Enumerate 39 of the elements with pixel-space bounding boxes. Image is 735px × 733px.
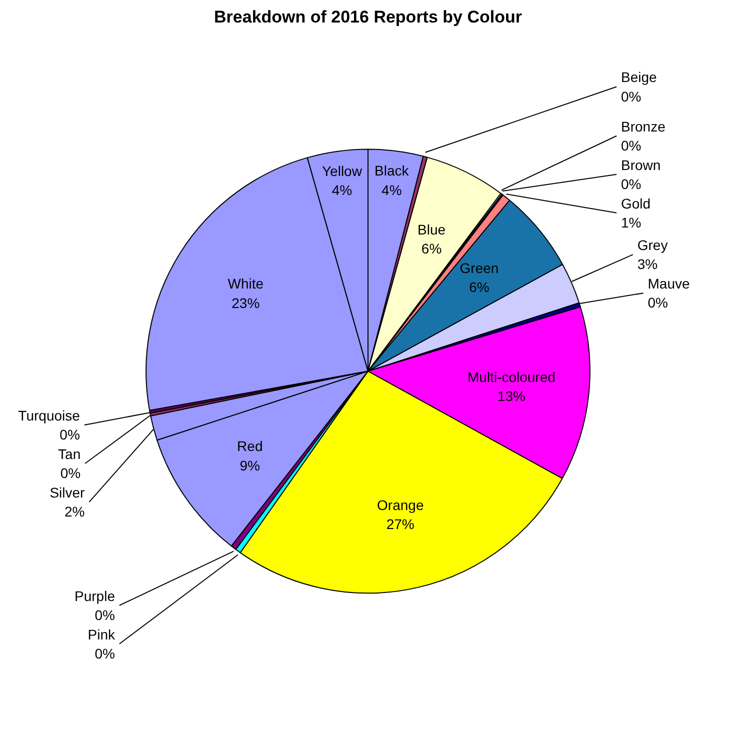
data-label: 2% bbox=[64, 504, 85, 520]
slice-label: Turquoise bbox=[18, 407, 80, 424]
data-label: 27% bbox=[386, 516, 414, 532]
data-label: 0% bbox=[94, 606, 115, 623]
slice-label: Purple bbox=[74, 588, 116, 604]
slice-label: Orange bbox=[377, 497, 424, 514]
slice-label: Black bbox=[374, 162, 410, 179]
slice-label: Blue bbox=[418, 221, 446, 238]
slice-label: Tan bbox=[58, 446, 81, 462]
data-label: 0% bbox=[60, 426, 80, 443]
data-label: 1% bbox=[621, 214, 642, 230]
slice-label: Grey bbox=[637, 236, 668, 253]
data-label: 0% bbox=[621, 176, 642, 192]
data-label: 13% bbox=[497, 388, 526, 404]
slice-label: Silver bbox=[50, 484, 86, 500]
data-label: 6% bbox=[469, 279, 490, 296]
slice-label: Red bbox=[237, 438, 263, 454]
data-label: 0% bbox=[94, 645, 115, 662]
slice-label: Multi-coloured bbox=[467, 369, 556, 386]
data-label: 23% bbox=[232, 294, 260, 311]
slice-label: Green bbox=[460, 260, 499, 276]
data-label: 0% bbox=[621, 88, 642, 104]
data-label: 9% bbox=[240, 457, 260, 474]
slice-label: Pink bbox=[88, 626, 116, 642]
slice-label: Mauve bbox=[648, 275, 690, 292]
slice-label: Yellow bbox=[322, 162, 363, 179]
slice-label: Beige bbox=[621, 69, 658, 86]
data-label: 4% bbox=[332, 182, 352, 198]
slice-label: Brown bbox=[621, 156, 661, 173]
data-label: 4% bbox=[382, 182, 402, 198]
data-label: 0% bbox=[621, 137, 642, 154]
chart-title: Breakdown of 2016 Reports by Colour bbox=[214, 8, 522, 26]
data-label: 0% bbox=[648, 294, 668, 311]
data-label: 0% bbox=[60, 465, 81, 482]
data-label: 3% bbox=[637, 256, 658, 272]
slice-label: White bbox=[228, 276, 264, 292]
slice-label: Bronze bbox=[621, 118, 666, 134]
slice-label: Gold bbox=[621, 195, 651, 212]
data-label: 6% bbox=[421, 240, 442, 257]
